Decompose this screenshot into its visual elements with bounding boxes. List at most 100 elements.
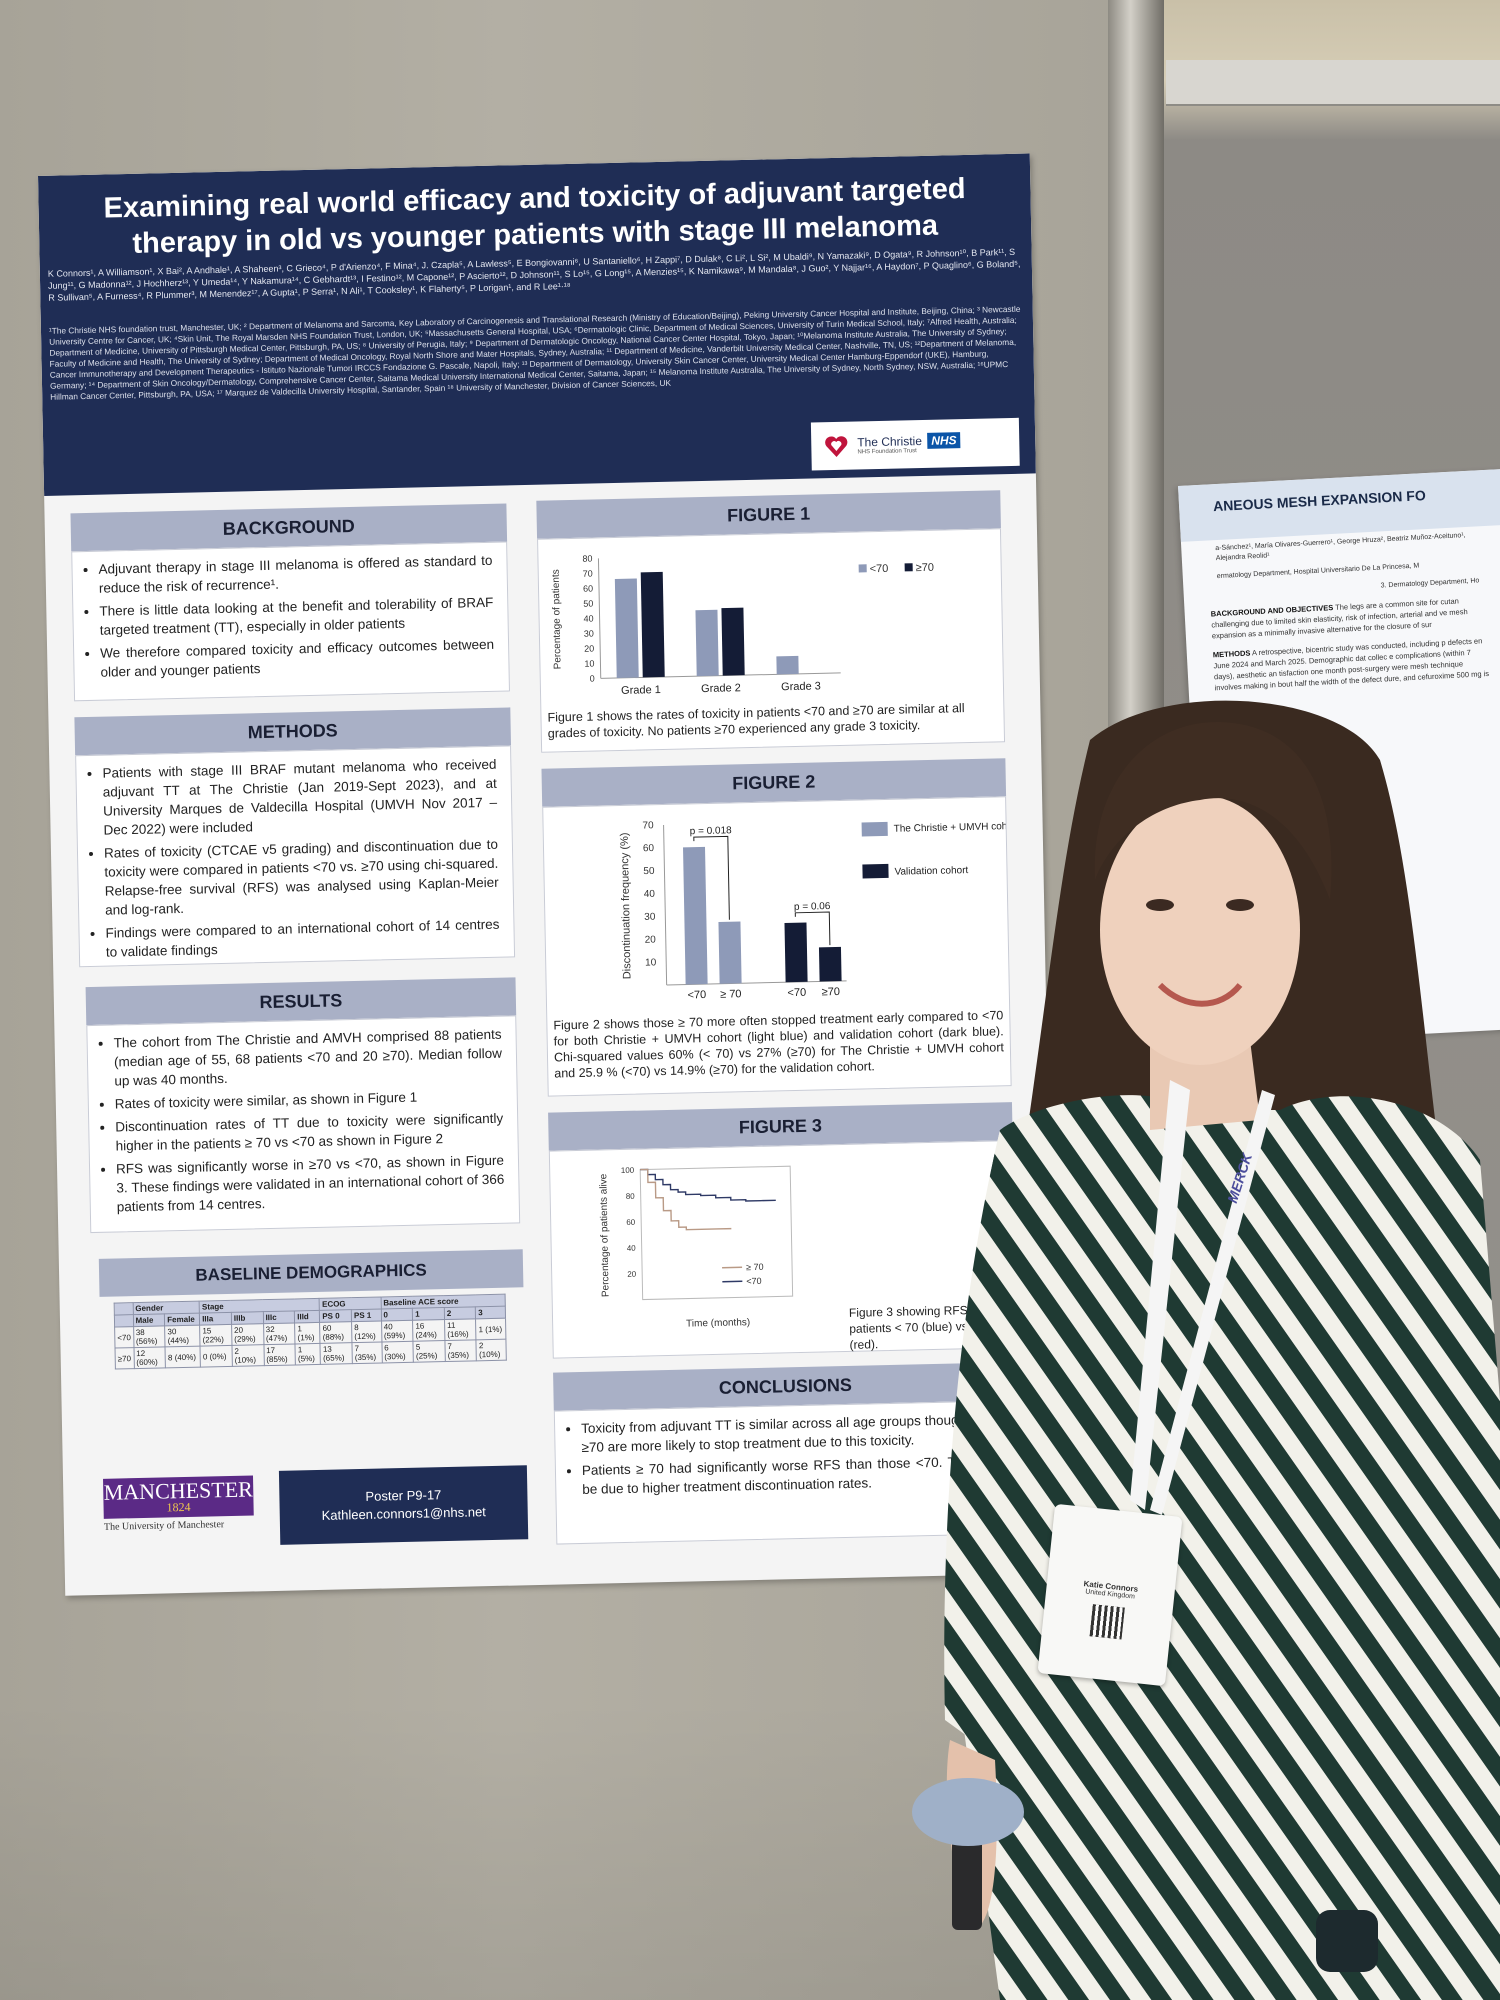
x-tick-label: ≥ 70	[720, 988, 742, 1000]
table-cell: 15 (22%)	[199, 1324, 232, 1347]
table-cell: 13 (65%)	[320, 1342, 353, 1365]
methods-item: Patients with stage III BRAF mutant mela…	[102, 755, 497, 840]
table-header-cell: Female	[164, 1313, 200, 1326]
table-cell: 6 (30%)	[381, 1341, 414, 1363]
y-axis-label: Discontinuation frequency (%)	[619, 832, 634, 979]
board-shadow	[0, 1700, 1120, 2000]
background-list: Adjuvant therapy in stage III melanoma i…	[72, 542, 509, 690]
background-item: There is little data looking at the bene…	[99, 593, 494, 640]
x-tick-label: ≥70	[822, 986, 841, 998]
y-tick-label: 0	[590, 673, 595, 683]
figure2-chart: 10 20 30 40 50 60 70 Discontinuation frequency …	[619, 820, 1020, 1001]
x-tick-label: Grade 1	[621, 684, 661, 697]
results-body: The cohort from The Christie and AMVH co…	[86, 1015, 521, 1234]
table-header-cell: IIIb	[231, 1311, 264, 1325]
neighbor-poster-methods-label: METHODS	[1212, 648, 1251, 660]
legend-label: The Christie + UMVH cohort	[894, 821, 1010, 835]
p-value-label: p = 0.018	[690, 825, 733, 837]
bar-christie-cohort	[683, 846, 708, 985]
conclusions-item: Patients ≥ 70 had significantly worse RF…	[582, 1451, 1005, 1499]
manchester-year: 1824	[166, 1499, 191, 1515]
table-cell: 2 (10%)	[231, 1344, 264, 1367]
table-cell: 5 (25%)	[413, 1340, 446, 1363]
legend-label: ≥ 70	[746, 1262, 764, 1272]
p-value-label: p = 0.06	[794, 901, 831, 913]
bar-under-70	[695, 609, 719, 677]
y-tick-label: 100	[621, 1166, 635, 1175]
qr-code-icon	[1089, 1604, 1125, 1640]
background-body: Adjuvant therapy in stage III melanoma i…	[71, 541, 510, 702]
poster-id: Poster P9-17	[365, 1487, 442, 1504]
y-axis	[663, 824, 668, 985]
results-list: The cohort from The Christie and AMVH co…	[87, 1016, 519, 1225]
adjacent-board-frame	[1166, 60, 1500, 106]
table-cell: 1 (1%)	[475, 1318, 506, 1340]
bar-over-70	[721, 607, 745, 676]
y-tick-label: 70	[583, 569, 593, 579]
nhs-badge: NHS	[927, 431, 961, 449]
table-cell: 38 (56%)	[133, 1325, 166, 1348]
bar-validation-cohort	[784, 922, 808, 983]
table-cell: 8 (40%)	[165, 1346, 201, 1368]
figure1-chart: 0 10 20 30 40 50 60 70 80 Percentage of patients G…	[551, 554, 934, 697]
km-curve-over-70	[640, 1168, 732, 1231]
bar-under-70	[614, 578, 639, 678]
y-tick-label: 60	[643, 843, 655, 854]
table-header-cell: 1	[412, 1307, 445, 1321]
methods-list: Patients with stage III BRAF mutant mela…	[76, 746, 514, 970]
legend-swatch	[861, 821, 888, 837]
bar-over-70	[640, 571, 665, 678]
table-cell: 20 (29%)	[231, 1323, 264, 1346]
background-item: Adjuvant therapy in stage III melanoma i…	[98, 551, 493, 598]
conference-badge: Katie Connors United Kingdom	[1037, 1503, 1183, 1687]
legend-swatch	[858, 564, 867, 573]
neighbor-poster: ANEOUS MESH EXPANSION FO a-Sánchez¹, Mar…	[1178, 468, 1500, 1046]
neighbor-poster-methods-text: A retrospective, bicentric study was con…	[1213, 636, 1490, 693]
significance-bracket	[794, 911, 831, 946]
bar-under-70	[776, 655, 799, 675]
table-header-cell: 3	[475, 1306, 506, 1319]
table-cell: ≥70	[115, 1347, 134, 1370]
y-tick-label: 80	[582, 554, 592, 564]
x-axis	[600, 672, 841, 679]
demographics-body: Gender Stage ECOG Baseline ACE score Mal…	[100, 1287, 527, 1445]
figure1-body: 0 10 20 30 40 50 60 70 80 Percentage of patients G…	[537, 528, 1006, 753]
table-header-cell: 0	[380, 1308, 413, 1322]
table-cell: 32 (47%)	[263, 1322, 296, 1345]
y-tick-label: 60	[626, 1218, 636, 1227]
table-cell: 12 (60%)	[133, 1346, 166, 1369]
results-item: Discontinuation rates of TT due to toxic…	[115, 1109, 504, 1156]
conclusions-body: Toxicity from adjuvant TT is similar acr…	[553, 1400, 1021, 1545]
y-tick-label: 10	[584, 658, 594, 668]
y-tick-label: 40	[583, 614, 593, 624]
table-cell: 60 (88%)	[319, 1321, 352, 1344]
plot-frame	[639, 1165, 794, 1301]
contact-email: Kathleen.connors1@nhs.net	[321, 1504, 486, 1523]
table-header-cell: Male	[132, 1313, 165, 1327]
y-tick-label: 70	[642, 820, 654, 831]
x-tick-label: Grade 3	[781, 680, 821, 693]
table-header-cell: PS 1	[351, 1309, 382, 1322]
table-header-cell	[114, 1302, 133, 1316]
y-axis	[597, 558, 602, 679]
table-cell: <70	[114, 1326, 134, 1349]
x-tick-label: <70	[787, 987, 806, 999]
legend-label: <70	[746, 1276, 761, 1286]
table-cell: 30 (44%)	[164, 1325, 201, 1347]
km-curve-under-70	[640, 1168, 776, 1202]
table-header-cell: PS 0	[319, 1309, 352, 1323]
results-item: RFS was significantly worse in ≥70 vs <7…	[116, 1151, 505, 1217]
legend-swatch	[904, 563, 913, 572]
table-header-cell: IIIc	[262, 1310, 295, 1324]
y-tick-label: 80	[626, 1192, 636, 1201]
y-tick-label: 30	[644, 912, 656, 923]
y-tick-label: 60	[583, 584, 593, 594]
manchester-subtitle: The University of Manchester	[103, 1519, 225, 1533]
y-tick-label: 10	[645, 957, 657, 968]
x-tick-label: Grade 2	[701, 682, 741, 695]
christie-logo: The Christie NHS NHS Foundation Trust	[810, 417, 1020, 471]
demographics-table: Gender Stage ECOG Baseline ACE score Mal…	[114, 1294, 507, 1370]
legend-label: Validation cohort	[894, 865, 968, 878]
table-cell: 7 (35%)	[444, 1339, 477, 1362]
table-cell: 7 (35%)	[351, 1341, 382, 1364]
